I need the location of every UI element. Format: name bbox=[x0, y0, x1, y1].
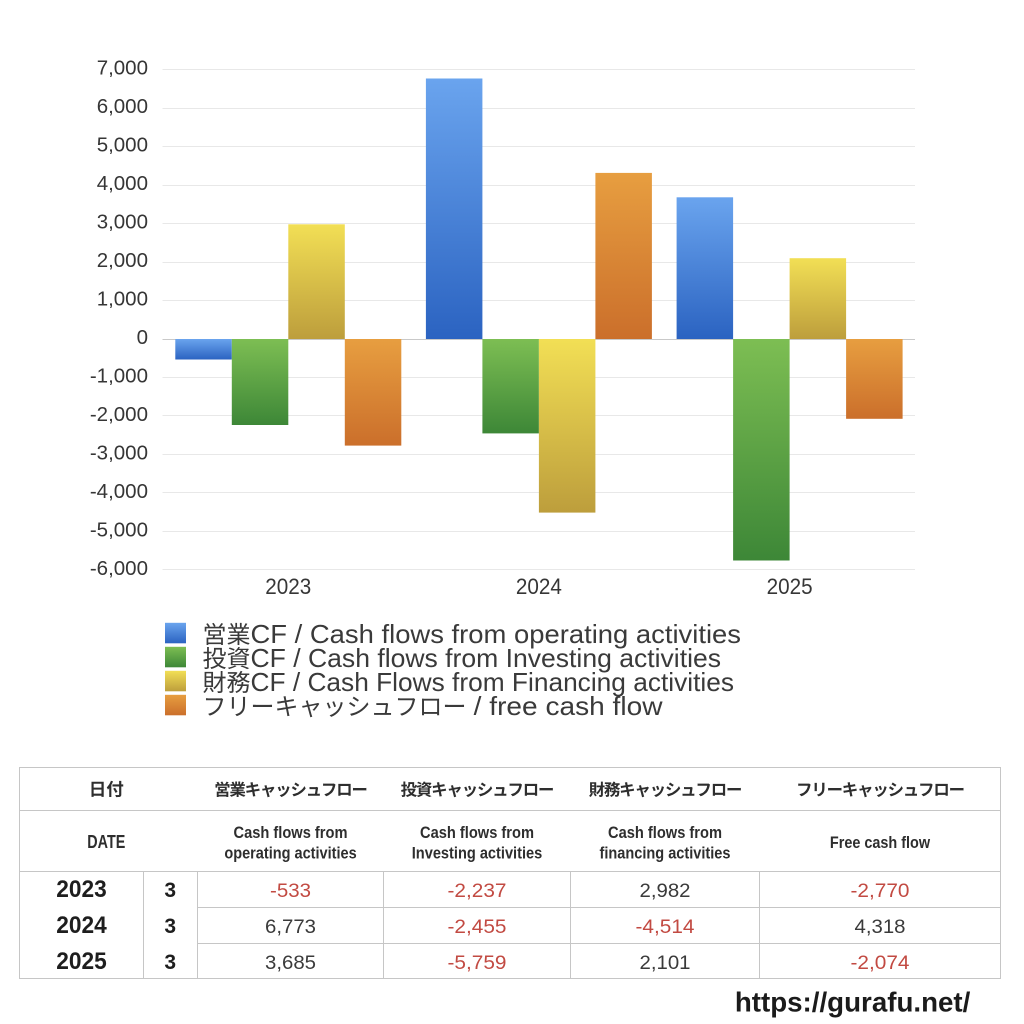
svg-text:https://gurafu.net/: https://gurafu.net/ bbox=[735, 987, 971, 1018]
svg-text:5,000: 5,000 bbox=[97, 134, 148, 157]
svg-text:2023: 2023 bbox=[56, 876, 107, 903]
svg-text:CF / Cash Flows from Financing: CF / Cash Flows from Financing activitie… bbox=[251, 667, 735, 697]
svg-text:-1,000: -1,000 bbox=[90, 365, 148, 388]
svg-text:-2,000: -2,000 bbox=[90, 403, 148, 426]
svg-text:2023: 2023 bbox=[265, 574, 311, 599]
svg-text:-2,237: -2,237 bbox=[448, 880, 507, 902]
svg-text:-2,455: -2,455 bbox=[448, 916, 507, 938]
svg-text:-533: -533 bbox=[270, 880, 311, 902]
svg-text:/ free cash flow: / free cash flow bbox=[474, 691, 663, 721]
svg-text:3: 3 bbox=[164, 915, 176, 938]
svg-text:2024: 2024 bbox=[516, 574, 562, 599]
svg-text:Cash flows from: Cash flows from bbox=[608, 823, 722, 842]
svg-text:4,000: 4,000 bbox=[97, 172, 148, 195]
svg-text:financing activities: financing activities bbox=[600, 844, 731, 863]
svg-text:3: 3 bbox=[164, 951, 176, 974]
svg-text:4,318: 4,318 bbox=[855, 916, 906, 938]
svg-text:-4,514: -4,514 bbox=[636, 916, 695, 938]
svg-text:DATE: DATE bbox=[87, 831, 125, 852]
svg-text:2024: 2024 bbox=[56, 912, 107, 939]
svg-text:3: 3 bbox=[164, 879, 176, 902]
svg-text:-2,074: -2,074 bbox=[851, 952, 910, 974]
svg-text:2,101: 2,101 bbox=[640, 952, 691, 974]
svg-text:-4,000: -4,000 bbox=[90, 480, 148, 503]
svg-text:2025: 2025 bbox=[767, 574, 813, 599]
svg-text:6,773: 6,773 bbox=[265, 916, 316, 938]
svg-text:-5,000: -5,000 bbox=[90, 518, 148, 541]
svg-text:Free cash flow: Free cash flow bbox=[830, 834, 930, 852]
svg-text:3,000: 3,000 bbox=[97, 211, 148, 234]
svg-text:1,000: 1,000 bbox=[97, 288, 148, 311]
svg-text:-2,770: -2,770 bbox=[851, 880, 910, 902]
svg-text:3,685: 3,685 bbox=[265, 952, 316, 974]
svg-text:-6,000: -6,000 bbox=[90, 557, 148, 580]
svg-text:Cash flows from: Cash flows from bbox=[420, 823, 534, 842]
svg-text:Cash flows from: Cash flows from bbox=[234, 823, 348, 842]
svg-text:2,982: 2,982 bbox=[640, 880, 691, 902]
svg-text:CF / Cash flows from Investing: CF / Cash flows from Investing activitie… bbox=[251, 643, 722, 673]
svg-text:-5,759: -5,759 bbox=[448, 952, 507, 974]
svg-text:Investing activities: Investing activities bbox=[412, 844, 543, 863]
svg-text:2025: 2025 bbox=[56, 948, 107, 975]
svg-text:operating activities: operating activities bbox=[224, 844, 356, 863]
svg-text:-3,000: -3,000 bbox=[90, 441, 148, 464]
svg-text:7,000: 7,000 bbox=[97, 57, 148, 80]
svg-text:2,000: 2,000 bbox=[97, 249, 148, 272]
svg-text:6,000: 6,000 bbox=[97, 95, 148, 118]
svg-text:CF / Cash flows from operating: CF / Cash flows from operating activitie… bbox=[251, 619, 742, 649]
svg-text:0: 0 bbox=[137, 326, 148, 349]
